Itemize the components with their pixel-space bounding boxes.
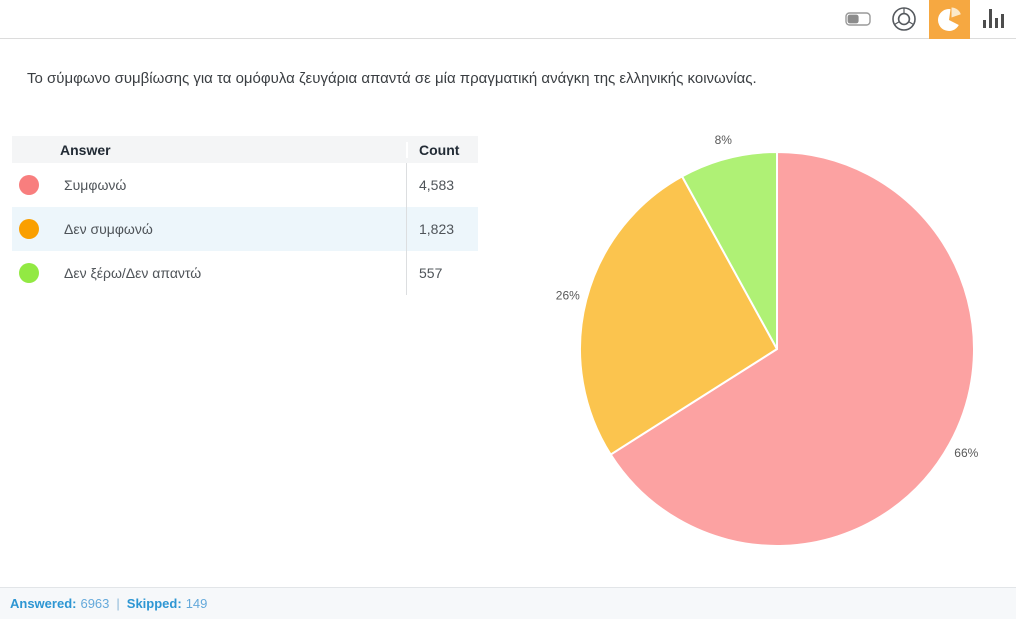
separator: | — [116, 596, 120, 611]
pie-percent-label: 8% — [715, 133, 733, 147]
toggle-switch[interactable] — [835, 0, 881, 39]
bar-chart-button[interactable] — [970, 0, 1016, 39]
question-text: Το σύμφωνο συμβίωσης για τα ομόφυλα ζευγ… — [27, 70, 757, 87]
answer-label: Δεν ξέρω/Δεν απαντώ — [64, 265, 202, 281]
answer-column-header: Answer — [60, 141, 111, 158]
donut-chart-icon — [892, 7, 916, 31]
legend-dot-icon — [19, 219, 39, 239]
answered-value: 6963 — [80, 596, 110, 611]
pie-chart: 66% 26% 8% — [556, 133, 979, 547]
table-row[interactable]: Δεν συμφωνώ 1,823 — [12, 207, 478, 251]
table-row[interactable]: Δεν ξέρω/Δεν απαντώ 557 — [12, 251, 478, 295]
toolbar — [0, 0, 1016, 39]
answer-label: Συμφωνώ — [64, 177, 127, 193]
skipped-value: 149 — [185, 596, 208, 611]
legend-dot-icon — [19, 263, 39, 283]
answer-count: 4,583 — [406, 163, 478, 207]
table-row[interactable]: Συμφωνώ 4,583 — [12, 163, 478, 207]
answer-label: Δεν συμφωνώ — [64, 221, 153, 237]
answers-table: Answer Count Συμφωνώ 4,583 Δεν συμφωνώ 1… — [12, 136, 478, 295]
pie-slice[interactable] — [579, 175, 778, 456]
skipped-label: Skipped: — [126, 596, 182, 611]
pie-chart-icon — [937, 7, 961, 31]
pie-percent-label: 26% — [556, 288, 580, 302]
count-column-header: Count — [406, 141, 478, 158]
answer-count: 557 — [406, 251, 478, 295]
footer-status-bar: Answered: 6963 | Skipped: 149 — [0, 587, 1016, 619]
donut-chart-button[interactable] — [881, 0, 927, 39]
pie-slice[interactable] — [609, 151, 975, 547]
answer-count: 1,823 — [406, 207, 478, 251]
legend-dot-icon — [19, 175, 39, 195]
answered-label: Answered: — [10, 596, 77, 611]
pie-slice[interactable] — [681, 151, 778, 350]
bar-chart-icon — [983, 9, 1004, 28]
pie-percent-label: 66% — [954, 446, 978, 460]
toggle-switch-icon — [845, 12, 871, 26]
table-header: Answer Count — [12, 136, 478, 163]
pie-chart-button-active[interactable] — [929, 0, 970, 39]
